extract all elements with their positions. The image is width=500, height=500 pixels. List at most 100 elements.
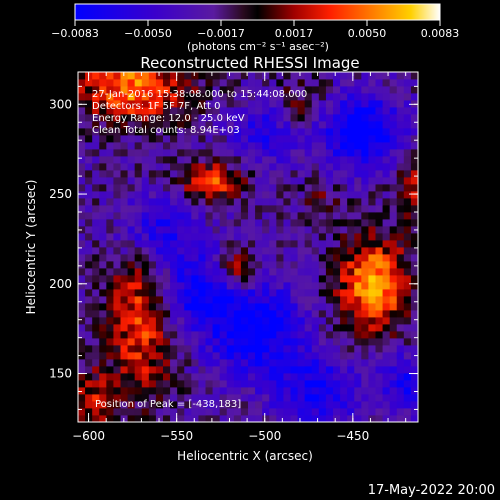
heatmap-cell — [177, 163, 185, 171]
heatmap-cell — [170, 254, 178, 262]
heatmap-cell — [141, 191, 150, 199]
heatmap-cell — [177, 191, 185, 199]
heatmap-cell — [311, 226, 320, 234]
heatmap-cell — [269, 107, 277, 115]
heatmap-cell — [325, 373, 334, 381]
heatmap-cell — [92, 93, 100, 101]
heatmap-cell — [148, 373, 157, 381]
heatmap-cell — [106, 156, 114, 164]
heatmap-cell — [106, 289, 114, 297]
heatmap-cell — [240, 331, 249, 339]
heatmap-cell — [177, 254, 185, 262]
heatmap-cell — [141, 352, 150, 360]
heatmap-cell — [304, 121, 313, 129]
heatmap-cell — [248, 359, 256, 367]
heatmap-cell — [155, 114, 164, 122]
heatmap-cell — [304, 408, 313, 416]
heatmap-cell — [382, 324, 391, 332]
heatmap-cell — [269, 170, 277, 178]
heatmap-cell — [290, 282, 298, 290]
heatmap-cell — [191, 366, 199, 374]
heatmap-cell — [340, 268, 348, 276]
heatmap-cell — [396, 310, 405, 318]
heatmap-cell — [191, 261, 199, 269]
heatmap-cell — [396, 107, 405, 115]
heatmap-cell — [396, 366, 405, 374]
heatmap-cell — [318, 156, 327, 164]
heatmap-cell — [410, 401, 419, 409]
heatmap-cell — [361, 282, 369, 290]
heatmap-cell — [163, 135, 171, 143]
heatmap-cell — [240, 289, 249, 297]
heatmap-cell — [219, 261, 228, 269]
heatmap-cell — [85, 128, 93, 136]
heatmap-cell — [155, 198, 164, 206]
heatmap-cell — [78, 296, 86, 304]
heatmap-cell — [354, 373, 362, 381]
heatmap-cell — [127, 268, 136, 276]
heatmap-cell — [233, 282, 242, 290]
heatmap-cell — [170, 93, 178, 101]
heatmap-cell — [141, 345, 150, 353]
heatmap-cell — [410, 212, 419, 220]
heatmap-cell — [382, 191, 391, 199]
heatmap-cell — [375, 401, 383, 409]
heatmap-cell — [85, 107, 93, 115]
heatmap-cell — [205, 191, 213, 199]
heatmap-cell — [325, 345, 334, 353]
heatmap-cell — [120, 282, 128, 290]
heatmap-cell — [78, 163, 86, 171]
heatmap-cell — [297, 331, 306, 339]
heatmap-cell — [248, 198, 256, 206]
heatmap-cell — [99, 268, 107, 276]
heatmap-cell — [198, 394, 206, 402]
heatmap-cell — [92, 352, 100, 360]
heatmap-cell — [255, 247, 263, 255]
heatmap-cell — [276, 352, 284, 360]
heatmap-cell — [198, 121, 206, 129]
heatmap-cell — [141, 408, 150, 416]
heatmap-cell — [205, 324, 213, 332]
heatmap-cell — [240, 156, 249, 164]
heatmap-cell — [410, 408, 419, 416]
heatmap-cell — [233, 275, 242, 283]
heatmap-cell — [255, 170, 263, 178]
heatmap-cell — [333, 261, 341, 269]
heatmap-cell — [212, 282, 221, 290]
heatmap-cell — [311, 317, 320, 325]
heatmap-cell — [262, 275, 270, 283]
heatmap-cell — [99, 184, 107, 192]
heatmap-cell — [219, 247, 228, 255]
heatmap-cell — [134, 373, 143, 381]
heatmap-cell — [396, 170, 405, 178]
heatmap-cell — [403, 352, 412, 360]
heatmap-cell — [368, 191, 376, 199]
heatmap-cell — [403, 254, 412, 262]
heatmap-cell — [184, 415, 192, 423]
heatmap-cell — [248, 128, 256, 136]
heatmap-cell — [255, 261, 263, 269]
heatmap-cell — [368, 107, 376, 115]
heatmap-cell — [134, 366, 143, 374]
heatmap-cell — [113, 163, 121, 171]
heatmap-cell — [255, 219, 263, 227]
heatmap-cell — [389, 296, 398, 304]
heatmap-cell — [276, 282, 284, 290]
heatmap-cell — [155, 296, 164, 304]
heatmap-cell — [361, 198, 369, 206]
heatmap-cell — [148, 359, 157, 367]
heatmap-cell — [226, 303, 235, 311]
heatmap-cell — [389, 219, 398, 227]
heatmap-cell — [78, 282, 86, 290]
heatmap-cell — [120, 219, 128, 227]
heatmap-cell — [106, 240, 114, 248]
heatmap-cell — [297, 387, 306, 395]
heatmap-cell — [219, 100, 228, 108]
heatmap-cell — [311, 170, 320, 178]
heatmap-cell — [340, 408, 348, 416]
heatmap-cell — [347, 324, 355, 332]
heatmap-cell — [410, 128, 419, 136]
heatmap-cell — [262, 317, 270, 325]
heatmap-cell — [106, 394, 114, 402]
heatmap-cell — [233, 289, 242, 297]
